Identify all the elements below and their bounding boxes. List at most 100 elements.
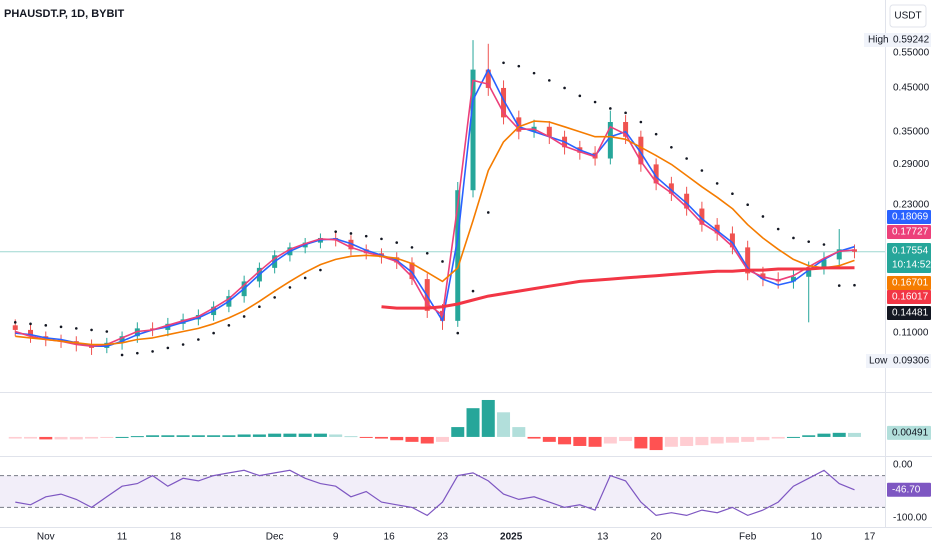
sar-dot bbox=[776, 227, 780, 231]
sar-dot bbox=[700, 169, 704, 172]
sar-dot bbox=[105, 330, 109, 333]
osc-tick-label: 0.00 bbox=[893, 460, 913, 471]
histogram-bar bbox=[207, 435, 221, 437]
histogram-bar bbox=[69, 436, 83, 440]
sar-dot bbox=[441, 260, 444, 263]
osc-last: -46.70 bbox=[892, 484, 921, 495]
sar-dot bbox=[44, 324, 48, 327]
y-tick-label: 0.35000 bbox=[893, 126, 930, 137]
sar-dot bbox=[456, 331, 460, 335]
candle-body bbox=[58, 339, 64, 342]
histogram-bar bbox=[222, 435, 236, 437]
hist-last: 0.00491 bbox=[892, 428, 929, 439]
blue-last: 0.18069 bbox=[892, 212, 929, 223]
candle-body bbox=[699, 208, 705, 225]
pink-last: 0.17727 bbox=[892, 227, 929, 238]
y-tick-label: 0.11000 bbox=[893, 328, 929, 339]
histogram-bar bbox=[329, 434, 343, 437]
sar-dot bbox=[13, 321, 17, 324]
sar-dot bbox=[410, 246, 414, 249]
currency[interactable]: USDT bbox=[894, 11, 921, 22]
osc-last-box bbox=[887, 482, 931, 497]
x-tick-label: 18 bbox=[170, 532, 182, 543]
candle-body bbox=[455, 190, 461, 321]
low-tag: Low bbox=[869, 356, 888, 367]
sar-dot bbox=[502, 61, 505, 65]
sar-dot bbox=[731, 192, 734, 196]
sar-dot bbox=[746, 203, 749, 207]
sar-dot bbox=[624, 111, 627, 115]
osc-tick-label: -100.00 bbox=[893, 513, 927, 524]
histogram-bar bbox=[39, 436, 53, 440]
histogram-bar bbox=[771, 436, 785, 439]
histogram-bar bbox=[725, 436, 739, 443]
low-tag-box bbox=[866, 354, 931, 368]
histogram-bar bbox=[161, 435, 175, 437]
x-tick-label: Feb bbox=[739, 532, 757, 543]
sar-dot bbox=[471, 289, 475, 293]
low-value: 0.09306 bbox=[893, 356, 930, 367]
sar-dot bbox=[364, 234, 368, 238]
orange-last-box bbox=[887, 276, 931, 290]
red-last: 0.16017 bbox=[892, 292, 929, 303]
histogram-bar bbox=[558, 436, 572, 445]
indicator-line bbox=[15, 79, 855, 347]
sar-dot bbox=[563, 86, 566, 90]
histogram-bar bbox=[436, 436, 449, 442]
histogram-bar bbox=[115, 436, 129, 438]
sar-dot bbox=[853, 283, 856, 287]
histogram-bar bbox=[85, 436, 99, 439]
histogram-bar bbox=[252, 434, 266, 437]
high-value: 0.59242 bbox=[893, 35, 930, 46]
sar-dot bbox=[807, 240, 811, 243]
sar-dot bbox=[273, 296, 276, 299]
y-tick-label: 0.55000 bbox=[893, 48, 930, 59]
sar-dot bbox=[837, 284, 841, 287]
x-tick-label: 11 bbox=[117, 532, 128, 543]
histogram-bar bbox=[283, 433, 297, 437]
countdown: 10:14:52 bbox=[892, 260, 931, 271]
candle-body bbox=[409, 262, 415, 280]
candle-body bbox=[363, 249, 369, 254]
last-price-box bbox=[887, 243, 931, 273]
candle-body bbox=[485, 69, 491, 88]
histogram-bar bbox=[481, 399, 495, 437]
sar-dot bbox=[715, 182, 719, 185]
sar-dot bbox=[532, 71, 536, 75]
histogram-bar bbox=[786, 436, 800, 438]
sar-last-box bbox=[887, 306, 931, 320]
sar-dot bbox=[319, 268, 322, 272]
histogram-bar bbox=[100, 436, 114, 438]
candle-body bbox=[790, 276, 796, 282]
x-tick-label: Dec bbox=[266, 532, 284, 543]
histogram-bar bbox=[191, 435, 205, 437]
sar-dot bbox=[166, 346, 170, 350]
histogram-bar bbox=[146, 435, 160, 437]
candle-body bbox=[714, 224, 720, 234]
candle-body bbox=[653, 164, 659, 184]
histogram-bar bbox=[741, 436, 755, 442]
sar-dot bbox=[288, 286, 292, 289]
histogram-bar bbox=[176, 435, 190, 437]
y-tick-label: 0.23000 bbox=[893, 199, 930, 210]
last-price: 0.17554 bbox=[892, 246, 929, 257]
sar-dot bbox=[120, 353, 124, 357]
candle-body bbox=[470, 69, 476, 191]
histogram-bar bbox=[268, 433, 282, 437]
sar-dot bbox=[822, 243, 826, 246]
sar-dot bbox=[258, 305, 261, 308]
sar-dot bbox=[593, 100, 597, 104]
x-tick-label: 10 bbox=[811, 532, 823, 543]
oscillator-line bbox=[15, 469, 855, 517]
sar-dot bbox=[334, 230, 337, 233]
chart-title: PHAUSDT.P, 1D, BYBIT bbox=[4, 8, 124, 20]
sar-dot bbox=[380, 237, 383, 241]
x-tick-label: Nov bbox=[37, 532, 55, 543]
histogram-bar bbox=[588, 436, 602, 447]
histogram-bar bbox=[405, 436, 419, 442]
currency-box[interactable] bbox=[889, 4, 927, 28]
histogram-bar bbox=[542, 436, 556, 442]
candle-body bbox=[440, 310, 445, 321]
